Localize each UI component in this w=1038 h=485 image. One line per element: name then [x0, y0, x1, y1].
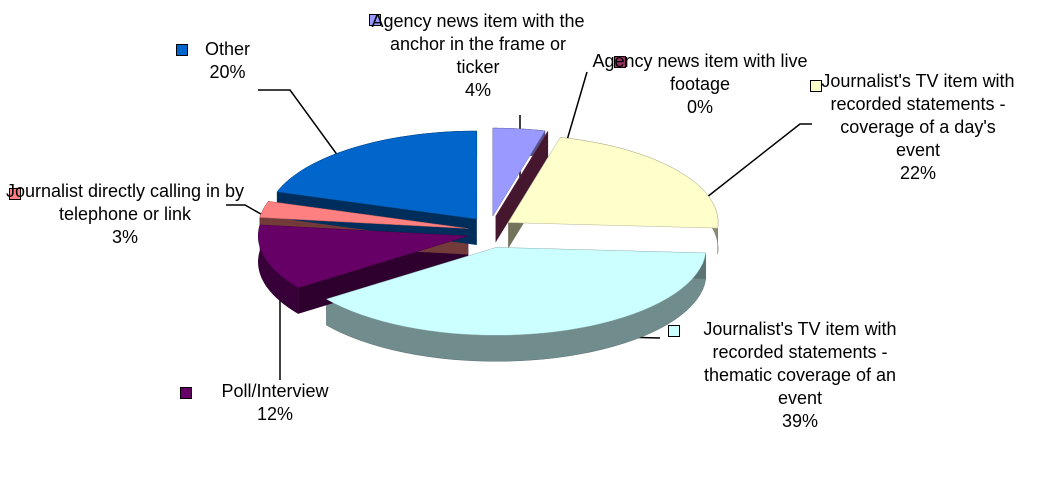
slice-label: Other 20% — [160, 38, 295, 84]
value-label: 22% — [899, 163, 937, 183]
legend-swatch — [176, 44, 188, 56]
value-label: 20% — [209, 62, 246, 82]
value-label: 0% — [686, 97, 713, 117]
slice — [258, 224, 469, 288]
slice-label: Poll/Interview 12% — [170, 380, 380, 426]
legend-swatch — [9, 188, 21, 200]
slice — [325, 247, 707, 336]
value-label: 3% — [111, 227, 138, 247]
slice-label: Agency news item with live footage 0% — [590, 50, 810, 119]
category-label: Agency news item with live footage — [592, 51, 808, 94]
slice-label: Agency news item with the anchor in the … — [368, 10, 588, 102]
slice-label: Journalist's TV item with recorded state… — [680, 318, 920, 433]
slice-label: Journalist's TV item with recorded state… — [818, 70, 1018, 185]
value-label: 12% — [256, 404, 294, 424]
slice-cut — [298, 235, 469, 314]
slice — [495, 131, 549, 217]
category-label: Journalist's TV item with recorded state… — [703, 319, 897, 408]
category-label: Poll/Interview — [221, 381, 329, 401]
category-label: Journalist directly calling in by teleph… — [5, 181, 245, 224]
slice — [507, 137, 719, 229]
category-label: Journalist's TV item with recorded state… — [821, 71, 1015, 160]
leader-line — [687, 123, 812, 213]
category-label: Other — [204, 39, 251, 59]
legend-swatch — [369, 14, 381, 26]
slice — [492, 127, 546, 218]
slice — [259, 201, 469, 229]
value-label: 4% — [464, 80, 491, 100]
legend-swatch — [614, 56, 626, 68]
category-label: Agency news item with the anchor in the … — [371, 11, 585, 77]
legend-swatch — [180, 387, 192, 399]
slice — [276, 130, 478, 220]
slice-label: Journalist directly calling in by teleph… — [0, 180, 250, 249]
legend-swatch — [810, 80, 822, 92]
legend-swatch — [668, 325, 680, 337]
slice-cut — [495, 131, 548, 243]
value-label: 39% — [781, 411, 819, 431]
